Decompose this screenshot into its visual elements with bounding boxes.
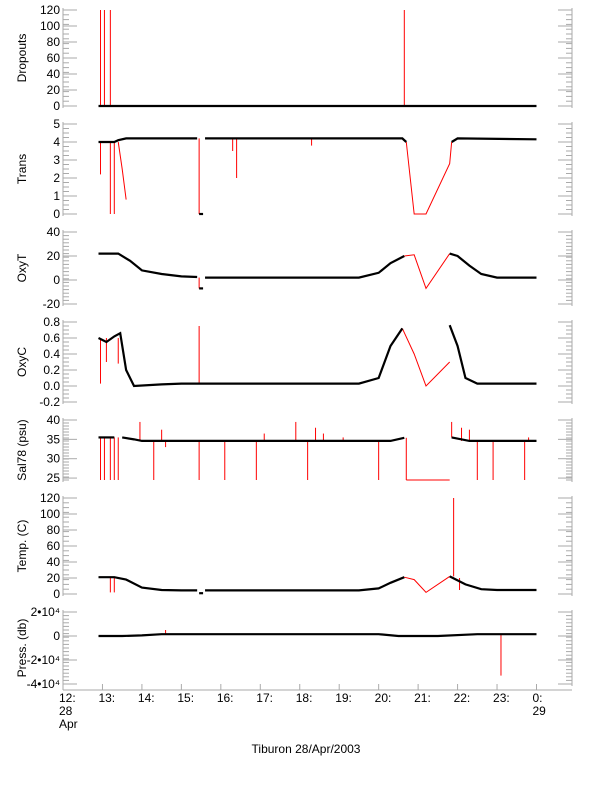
good-series-oxyc — [448, 324, 537, 385]
y-tick-label: 0.4 — [43, 347, 60, 361]
x-tick-label: 17: — [256, 692, 273, 705]
flagged-series — [405, 141, 453, 215]
y-axis-label: Trans — [15, 154, 29, 184]
good-series-oxyt — [98, 252, 198, 279]
y-tick-label: -4•10⁴ — [27, 677, 60, 691]
y-tick-label: 40 — [47, 67, 61, 81]
y-tick-label: 0.8 — [43, 315, 60, 329]
x-tick-label-line: Apr — [59, 717, 78, 731]
y-tick-label: 20 — [47, 83, 61, 97]
flagged-series — [401, 328, 451, 387]
x-tick-label-line: 22: — [453, 691, 471, 705]
y-tick-label: 0.2 — [43, 363, 60, 377]
x-tick-label-line: 19: — [335, 691, 352, 705]
y-tick-label: 0 — [53, 99, 60, 113]
y-tick-label: 5 — [53, 117, 60, 131]
x-tick-label-line: 14: — [137, 691, 155, 705]
good-series-trans — [451, 137, 537, 143]
y-tick-label: 80 — [47, 523, 61, 537]
y-tick-label: 100 — [40, 507, 60, 521]
x-tick-label-line: 29 — [532, 704, 546, 718]
y-tick-label: 40 — [47, 225, 61, 239]
y-axis-label: Temp. (C) — [15, 520, 29, 573]
flagged-series — [404, 575, 450, 594]
y-tick-label: 100 — [40, 19, 60, 33]
x-tick-label: 14: — [138, 692, 155, 705]
x-tick-label: 13: — [98, 692, 115, 705]
good-series-trans — [98, 137, 198, 144]
y-axis-label: Dropouts — [15, 34, 29, 83]
x-tick-label-line: 12: — [59, 691, 76, 705]
y-tick-label: 20 — [47, 571, 61, 585]
x-tick-label-line: 18: — [295, 691, 313, 705]
y-tick-label: 20 — [47, 249, 61, 263]
y-tick-label: 0.0 — [43, 379, 60, 393]
x-tick-label: 12: 28 Apr — [59, 692, 78, 731]
y-tick-label: 4 — [53, 135, 60, 149]
good-series-oxyt — [205, 255, 405, 279]
y-tick-label: -2•10⁴ — [27, 653, 60, 667]
x-tick-label: 18: — [296, 692, 313, 705]
y-tick-label: 1 — [53, 189, 60, 203]
good-series-oxyc — [98, 327, 404, 388]
good-series-pressure — [98, 633, 537, 638]
x-tick-label: 19: — [335, 692, 352, 705]
y-tick-label: 0.6 — [43, 331, 60, 345]
y-tick-label: 40 — [47, 413, 61, 427]
x-tick-label: 15: — [177, 692, 194, 705]
y-tick-label: -0.2 — [39, 395, 60, 409]
y-tick-label: 120 — [40, 3, 60, 17]
y-tick-label: -20 — [43, 297, 61, 311]
y-tick-label: 0 — [53, 207, 60, 221]
flagged-series — [404, 253, 451, 290]
y-tick-label: 30 — [47, 452, 61, 466]
x-tick-label-line: 23: — [493, 691, 510, 705]
y-axis-label: OxyT — [15, 253, 29, 282]
y-tick-label: 60 — [47, 539, 61, 553]
good-series-temperature — [98, 576, 198, 592]
y-tick-label: 25 — [47, 471, 61, 485]
x-tick-label: 20: — [375, 692, 392, 705]
y-tick-label: 120 — [40, 491, 60, 505]
y-tick-label: 0 — [53, 587, 60, 601]
y-tick-label: 60 — [47, 51, 61, 65]
y-axis-label: OxyC — [15, 347, 29, 377]
x-tick-label-line: 28 — [59, 704, 73, 718]
good-series-temperature — [205, 576, 405, 592]
x-tick-label: 0: 29 — [532, 692, 545, 718]
x-tick-label: 23: — [493, 692, 510, 705]
y-tick-label: 35 — [47, 432, 61, 446]
y-tick-label: 40 — [47, 555, 61, 569]
good-series-trans — [205, 137, 408, 143]
x-tick-label: 21: — [414, 692, 431, 705]
x-tick-label-line: 17: — [256, 691, 273, 705]
x-tick-label-line: 16: — [216, 691, 234, 705]
good-series-oxyt — [449, 252, 537, 279]
good-series-salinity — [451, 436, 537, 443]
y-axis-label: Sal78 (psu) — [15, 419, 29, 480]
good-series-salinity — [122, 436, 405, 443]
y-axis-label: Press. (db) — [15, 619, 29, 678]
x-tick-label-line: 0: — [532, 691, 543, 705]
x-tick-label-line: 21: — [414, 691, 431, 705]
x-tick-label-line: 20: — [374, 691, 392, 705]
chart-title: Tiburon 28/Apr/2003 — [251, 742, 361, 756]
y-tick-label: 3 — [53, 153, 60, 167]
good-series-temperature — [449, 575, 537, 592]
y-tick-label: 0 — [53, 629, 60, 643]
x-tick-label-line: 15: — [177, 691, 195, 705]
x-tick-label-line: 13: — [98, 691, 116, 705]
y-tick-label: 2•10⁴ — [31, 605, 60, 619]
flagged-series — [117, 141, 127, 200]
y-tick-label: 0 — [53, 273, 60, 287]
y-tick-label: 2 — [53, 171, 60, 185]
x-tick-label: 16: — [217, 692, 234, 705]
x-tick-label: 22: — [454, 692, 471, 705]
y-tick-label: 80 — [47, 35, 61, 49]
